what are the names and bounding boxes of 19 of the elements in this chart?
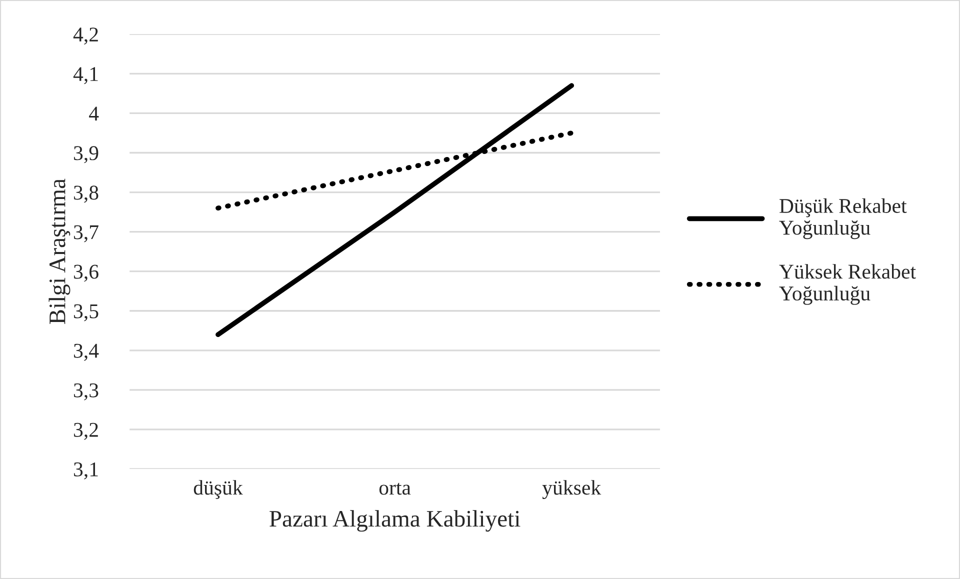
y-tick-label: 3,8: [74, 186, 98, 203]
y-tick-label: 3,9: [74, 146, 98, 164]
y-tick-label: 3,2: [74, 422, 98, 440]
y-tick-label: 4,1: [73, 67, 98, 84]
y-tick-label: 4: [89, 106, 99, 120]
y-tick-label: 3,4: [74, 344, 99, 361]
x-tick-label: yüksek: [542, 480, 602, 500]
y-axis-title: Bilgi Araştırma: [48, 178, 70, 324]
legend-label: Yüksek Rekabet Yoğunluğu: [779, 264, 916, 305]
y-tick-label: 3,7: [74, 225, 98, 242]
x-axis-title: Pazarı Algılama Kabiliyeti: [270, 510, 520, 532]
legend-label: Düşük Rekabet Yoğunluğu: [779, 198, 907, 240]
y-tick-label: 3,1: [74, 462, 98, 480]
y-tick-label: 4,2: [73, 28, 98, 45]
y-tick-label: 3,6: [74, 264, 98, 282]
y-tick-label: 3,5: [74, 304, 98, 322]
x-tick-label: orta: [379, 482, 411, 495]
y-tick-label: 3,3: [74, 383, 98, 400]
x-tick-label: düşük: [194, 480, 243, 499]
